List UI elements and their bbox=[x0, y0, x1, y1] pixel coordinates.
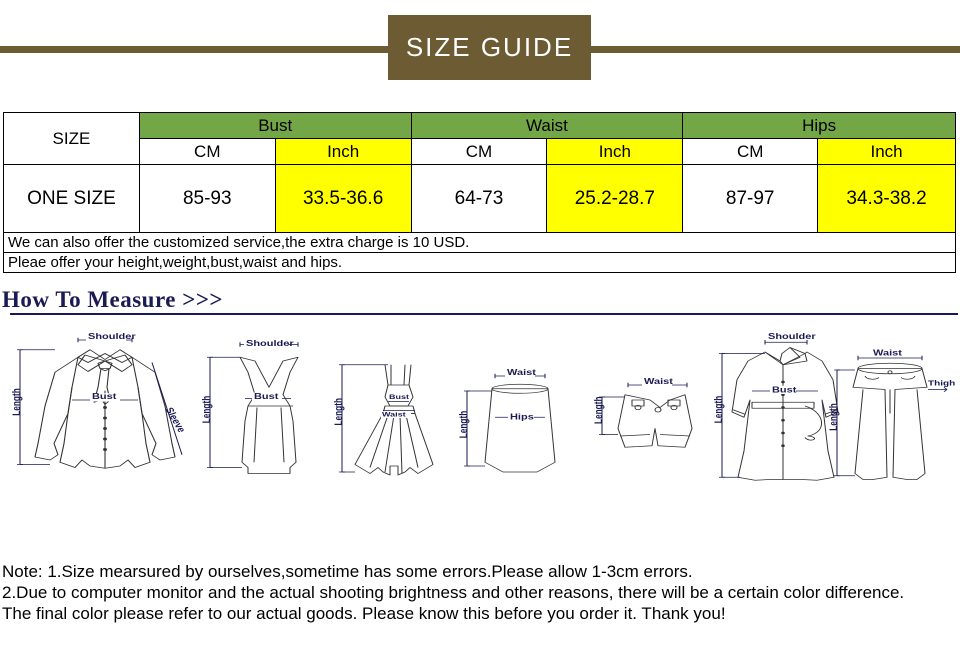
svg-text:Shoulder: Shoulder bbox=[246, 339, 294, 348]
svg-text:Waist: Waist bbox=[507, 368, 537, 377]
svg-text:Waist: Waist bbox=[873, 349, 903, 358]
svg-text:Length: Length bbox=[201, 396, 213, 424]
svg-text:Shoulder: Shoulder bbox=[768, 332, 816, 341]
svg-text:Length: Length bbox=[458, 411, 470, 439]
svg-text:Length: Length bbox=[828, 403, 840, 431]
svg-text:Sleeve: Sleeve bbox=[162, 406, 188, 434]
svg-text:Hips: Hips bbox=[510, 413, 534, 422]
svg-text:Length: Length bbox=[593, 396, 605, 424]
svg-text:Length: Length bbox=[713, 396, 725, 424]
svg-text:Waist: Waist bbox=[644, 377, 674, 386]
svg-text:Shoulder: Shoulder bbox=[88, 332, 136, 341]
svg-text:Waist: Waist bbox=[382, 411, 406, 419]
svg-text:Bust: Bust bbox=[772, 386, 797, 395]
svg-text:Thigh: Thigh bbox=[928, 379, 955, 387]
svg-text:Bust: Bust bbox=[254, 392, 279, 401]
svg-text:Length: Length bbox=[333, 398, 345, 426]
svg-text:Bust: Bust bbox=[92, 392, 117, 401]
svg-text:Bust: Bust bbox=[389, 393, 409, 401]
svg-text:Length: Length bbox=[11, 388, 23, 416]
